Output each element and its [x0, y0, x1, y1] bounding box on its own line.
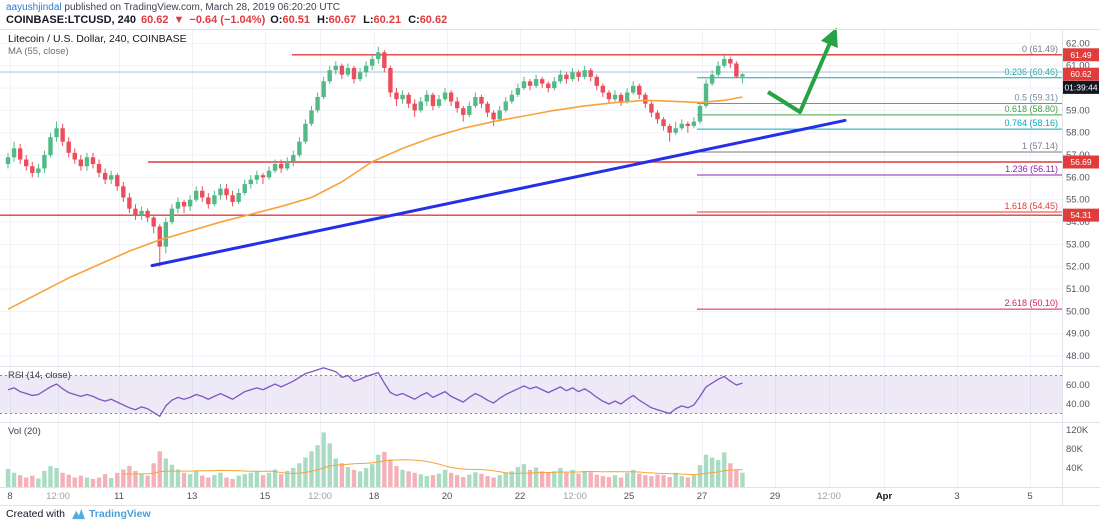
fib-label: 1 (57.14): [1022, 141, 1058, 151]
price-tick: 53.00: [1066, 239, 1090, 250]
fib-label: 0.618 (58.80): [1004, 104, 1058, 114]
time-tick: 20: [442, 491, 453, 502]
tradingview-logo-icon: [71, 508, 85, 520]
vol-tick: 80K: [1066, 444, 1084, 455]
svg-text:56.69: 56.69: [1070, 157, 1092, 167]
price-tick: 51.00: [1066, 284, 1090, 295]
ohlc-high: H:60.67: [317, 14, 357, 26]
series-legend: Litecoin / U.S. Dollar, 240, COINBASE: [8, 33, 187, 45]
ma-legend: MA (55, close): [8, 46, 69, 57]
time-tick: 13: [187, 491, 198, 502]
volume-pane-legend[interactable]: Vol (20): [8, 426, 41, 437]
time-tick: 3: [954, 491, 959, 502]
symbol-bar: COINBASE:LTCUSD, 240 60.62 ▼ −0.64 (−1.0…: [6, 14, 449, 26]
last-price: 60.62: [140, 14, 169, 26]
arrow-layer[interactable]: [766, 27, 838, 114]
time-tick: 12:00: [563, 491, 587, 502]
time-tick: 12:00: [817, 491, 841, 502]
price-tick: 50.00: [1066, 306, 1090, 317]
volume-layer: [5, 432, 745, 487]
tradingview-brand-text: TradingView: [88, 508, 151, 520]
time-tick: 27: [697, 491, 708, 502]
vol-tick: 40K: [1066, 463, 1084, 474]
price-tick: 49.00: [1066, 329, 1090, 340]
created-with-text: Created with: [6, 508, 65, 520]
rsi-pane: [0, 367, 1062, 418]
svg-text:60.62: 60.62: [1070, 69, 1092, 79]
time-tick: 11: [114, 491, 124, 502]
ohlc-low: L:60.21: [363, 14, 402, 26]
ma55-line: [7, 96, 743, 310]
svg-text:01:39:44: 01:39:44: [1064, 82, 1097, 92]
time-tick: 22: [515, 491, 526, 502]
snapshot-footer: Created with TradingView: [0, 505, 1100, 522]
fib-label: 0 (61.49): [1022, 44, 1058, 54]
svg-text:61.49: 61.49: [1070, 50, 1092, 60]
time-tick: 12:00: [308, 491, 332, 502]
level-badge-5669: [1063, 155, 1099, 169]
drawn-lines: [0, 54, 1062, 216]
price-tick: 56.00: [1066, 172, 1090, 183]
time-tick: 29: [770, 491, 781, 502]
down-arrow-icon: ▼: [173, 14, 185, 26]
candles-layer: [5, 46, 745, 267]
fib-label: 0.764 (58.16): [1004, 118, 1058, 128]
volume-ma-line: [123, 459, 743, 476]
price-tick: 55.00: [1066, 195, 1090, 206]
level-badge-6149: [1063, 48, 1099, 62]
fib-label: 1.236 (56.11): [1005, 164, 1058, 174]
fib-label: 2.618 (50.10): [1004, 298, 1058, 308]
time-tick: 12:00: [46, 491, 70, 502]
fib-label: 1.618 (54.45): [1004, 201, 1058, 211]
price-tick: 59.00: [1066, 105, 1090, 116]
publish-text: published on TradingView.com, March 28, …: [64, 2, 340, 13]
price-change: −0.64 (−1.04%): [189, 14, 266, 26]
fib-label: 0.5 (59.31): [1014, 92, 1058, 102]
rsi-line: [7, 367, 743, 418]
price-axis[interactable]: 62.0061.0060.0059.0058.0057.0056.0055.00…: [1063, 38, 1099, 474]
main-pane-legend[interactable]: Litecoin / U.S. Dollar, 240, COINBASE MA…: [8, 33, 187, 58]
level-badge-5431: [1063, 208, 1099, 222]
grid-layer: [0, 30, 1062, 487]
price-tick: 54.00: [1066, 217, 1090, 228]
ohlc-open: O:60.51: [270, 14, 311, 26]
author-link[interactable]: aayushjindal: [6, 2, 62, 13]
time-tick: Apr: [876, 491, 893, 502]
svg-text:54.31: 54.31: [1070, 210, 1092, 220]
price-tick: 48.00: [1066, 351, 1090, 362]
trendline-layer[interactable]: [150, 118, 847, 268]
symbol-title[interactable]: COINBASE:LTCUSD, 240: [6, 14, 136, 26]
time-tick: 15: [260, 491, 271, 502]
last-price-badge: [1063, 67, 1099, 81]
bar-countdown-badge: [1063, 80, 1099, 94]
time-axis[interactable]: 8 12:00 11 13 15 12:00 18 20 22 12:00 25 27 29 12:00 A…: [7, 491, 1032, 502]
publish-bar: aayushjindal published on TradingView.co…: [6, 2, 340, 13]
up-arrow: [766, 27, 838, 114]
trendline: [150, 118, 847, 268]
pane-separators: [0, 29, 1100, 505]
price-tick: 52.00: [1066, 262, 1090, 273]
rsi-pane-legend[interactable]: RSI (14, close): [8, 370, 71, 381]
price-tick: 62.00: [1066, 38, 1090, 49]
time-tick: 8: [7, 491, 12, 502]
vol-tick: 120K: [1066, 425, 1089, 436]
time-tick: 18: [369, 491, 380, 502]
price-tick: 58.00: [1066, 128, 1090, 139]
fib-retracement: 0 (61.49)0.236 (60.46)0.5 (59.31)0.618 (…: [697, 44, 1062, 310]
rsi-tick: 60.00: [1066, 380, 1090, 391]
tradingview-brand-link[interactable]: TradingView: [71, 508, 151, 520]
time-tick: 5: [1027, 491, 1032, 502]
time-tick: 25: [624, 491, 635, 502]
ohlc-close: C:60.62: [408, 14, 448, 26]
price-tick: 61.00: [1066, 61, 1090, 72]
rsi-tick: 40.00: [1066, 399, 1090, 410]
